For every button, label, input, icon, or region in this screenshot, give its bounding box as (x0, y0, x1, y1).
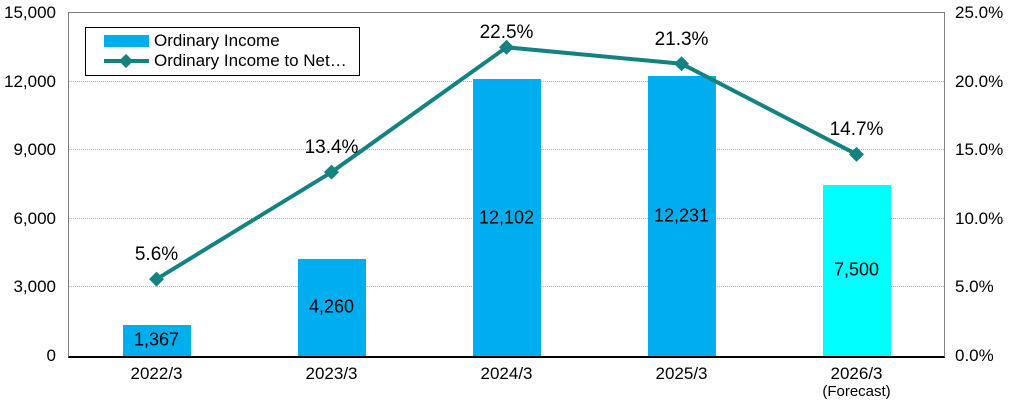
line-path (155, 45, 858, 281)
line-value-label: 22.5% (479, 22, 534, 43)
line-point-marker (149, 271, 164, 287)
bar: 12,231 (647, 76, 716, 356)
bar-value-label: 12,102 (478, 207, 535, 228)
line-point-marker (674, 56, 689, 72)
right-axis-tick: 10.0% (955, 208, 1004, 228)
line-value-label: 14.7% (829, 119, 884, 141)
line-point-marker (849, 146, 864, 162)
diamond-marker-icon (118, 53, 134, 69)
bar: 1,367 (122, 324, 191, 356)
x-label-line: 2025/3 (655, 364, 708, 383)
bar: 7,500 (822, 184, 891, 356)
legend: Ordinary Income Ordinary Income to Net… (85, 27, 360, 76)
x-axis-category-label: 2026/3 (Forecast) (822, 364, 890, 400)
left-axis-tick: 15,000 (4, 3, 56, 22)
right-axis-tick: 20.0% (955, 71, 1004, 91)
legend-bar-swatch (104, 35, 149, 47)
line-value-label: 21.3% (654, 28, 709, 50)
right-axis-tick: 25.0% (955, 3, 1004, 22)
x-axis-category-label: 2023/3 (306, 364, 358, 384)
x-label-line: 2024/3 (480, 364, 533, 383)
bar-value-label: 4,260 (308, 296, 355, 317)
x-axis-category-label: 2024/3 (481, 364, 533, 384)
right-axis-tick: 5.0% (955, 277, 994, 297)
bar: 4,260 (297, 258, 366, 356)
bar: 12,102 (472, 79, 541, 356)
line-point-marker (324, 164, 339, 180)
x-axis-category-label: 2022/3 (131, 364, 183, 384)
line-value-label: 5.6% (134, 244, 179, 266)
x-label-subline: (Forecast) (822, 383, 891, 400)
plot-area: Ordinary Income Ordinary Income to Net… … (68, 12, 945, 358)
left-axis-tick: 3,000 (13, 277, 56, 297)
bar-value-label: 1,367 (133, 329, 180, 350)
left-axis-tick: 6,000 (13, 208, 56, 228)
line-value-label: 13.4% (304, 137, 359, 159)
bar-value-label: 7,500 (833, 259, 880, 280)
left-axis-tick: 12,000 (4, 71, 56, 91)
left-axis-tick: 0 (46, 346, 56, 365)
x-label-line: 2022/3 (130, 364, 183, 383)
legend-label-ordinary-income-ratio: Ordinary Income to Net… (154, 51, 347, 70)
bar-value-label: 12,231 (653, 205, 710, 226)
legend-label-ordinary-income: Ordinary Income (154, 31, 280, 50)
legend-item-ordinary-income-ratio: Ordinary Income to Net… (104, 51, 347, 71)
x-axis-category-label: 2025/3 (656, 364, 708, 384)
x-label-line: 2023/3 (305, 364, 358, 383)
legend-line-swatch (104, 53, 149, 69)
x-label-line: 2026/3 (830, 364, 883, 383)
legend-item-ordinary-income: Ordinary Income (104, 31, 347, 51)
right-axis-tick: 0.0% (955, 346, 994, 365)
line-point-marker (499, 39, 514, 55)
left-axis-tick: 9,000 (13, 140, 56, 160)
right-axis-tick: 15.0% (955, 140, 1004, 160)
line-series (149, 39, 864, 287)
